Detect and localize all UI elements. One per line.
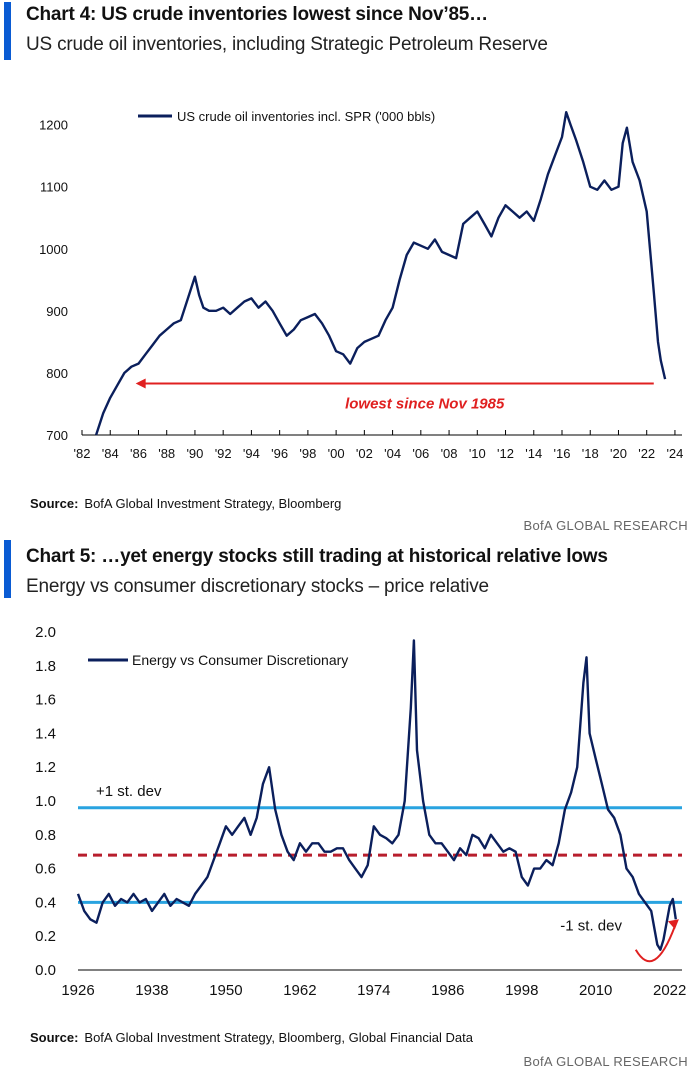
y-tick-label: 0.4 [35, 894, 56, 911]
x-tick-label: 1962 [283, 982, 316, 999]
y-tick-label: 800 [46, 366, 68, 381]
y-tick-label: 900 [46, 304, 68, 319]
reference-lines: +1 st. dev -1 st. dev [78, 783, 682, 934]
x-tick-label: '00 [328, 446, 345, 461]
chart-4-source: Source: BofA Global Investment Strategy, … [30, 496, 341, 511]
x-tick-label: 1986 [431, 982, 464, 999]
chart-4-plot: 700 800 900 1000 1100 1200 '82 '84 '86 '88 '90 '92… [39, 109, 683, 461]
x-tick-label: '02 [356, 446, 373, 461]
source-text: BofA Global Investment Strategy, Bloombe… [84, 496, 342, 511]
source-label: Source: [30, 496, 79, 511]
annotation-label: lowest since Nov 1985 [345, 395, 505, 412]
chart-4-subtitle: US crude oil inventories, including Stra… [26, 34, 548, 55]
chart-4-brand: BofA GLOBAL RESEARCH [523, 518, 688, 533]
x-tick-label: '18 [582, 446, 599, 461]
upturn-arrow-curve [634, 925, 676, 963]
x-tick-label: '22 [638, 446, 655, 461]
reference-line-label: -1 st. dev [560, 917, 622, 934]
x-tick-label: 1926 [61, 982, 94, 999]
chart-5-panel: Chart 5: …yet energy stocks still tradin… [0, 538, 698, 1076]
title-accent-bar [4, 2, 11, 60]
x-axis-ticks: '82 '84 '86 '88 '90 '92 '94 '96 '98 '00 '02 '04 '06 '… [74, 430, 683, 461]
y-tick-label: 1.2 [35, 759, 56, 776]
y-tick-label: 2.0 [35, 624, 56, 641]
x-tick-label: 1998 [505, 982, 538, 999]
x-tick-label: '82 [74, 446, 91, 461]
chart-5-plot: 0.00.20.40.60.81.01.21.41.61.82.0 1926 19… [35, 624, 686, 999]
x-tick-label: '24 [666, 446, 683, 461]
y-tick-label: 0.8 [35, 827, 56, 844]
x-tick-label: '16 [554, 446, 571, 461]
y-tick-label: 0.0 [35, 962, 56, 979]
chart-5-title: Chart 5: …yet energy stocks still tradin… [26, 546, 608, 567]
x-tick-label: 1974 [357, 982, 390, 999]
y-tick-label: 1.8 [35, 658, 56, 675]
x-tick-label: '06 [412, 446, 429, 461]
chart-5-source: Source: BofA Global Investment Strategy, … [30, 1030, 473, 1045]
y-tick-label: 1.0 [35, 793, 56, 810]
chart-4-panel: Chart 4: US crude inventories lowest sin… [4, 2, 688, 533]
legend-label: Energy vs Consumer Discretionary [132, 652, 348, 668]
x-tick-label: '04 [384, 446, 401, 461]
y-tick-label: 0.6 [35, 861, 56, 878]
upturn-arrow [634, 919, 679, 963]
x-tick-label: '14 [525, 446, 542, 461]
upturn-arrow-head [667, 919, 679, 930]
source-label: Source: [30, 1030, 79, 1045]
legend: Energy vs Consumer Discretionary [88, 652, 348, 668]
y-tick-label: 0.2 [35, 928, 56, 945]
y-tick-label: 1.6 [35, 692, 56, 709]
x-tick-label: '10 [469, 446, 486, 461]
x-tick-label: '86 [130, 446, 147, 461]
y-tick-label: 1100 [40, 180, 68, 195]
x-tick-label: '90 [186, 446, 203, 461]
lowest-annotation: lowest since Nov 1985 [135, 378, 654, 412]
series-line-inventories [94, 111, 667, 436]
x-tick-label: '92 [215, 446, 232, 461]
x-tick-label: 2010 [579, 982, 612, 999]
x-tick-label: '88 [158, 446, 175, 461]
chart-4-title: Chart 4: US crude inventories lowest sin… [26, 4, 488, 25]
chart-5-brand: BofA GLOBAL RESEARCH [523, 1054, 688, 1069]
reference-line-label: +1 st. dev [96, 783, 162, 800]
source-text: BofA Global Investment Strategy, Bloombe… [84, 1030, 473, 1045]
annotation-arrow-head [135, 378, 146, 389]
x-tick-label: 2022 [653, 982, 686, 999]
x-tick-label: '98 [299, 446, 316, 461]
y-tick-label: 700 [46, 428, 68, 443]
y-axis-ticks: 700 800 900 1000 1100 1200 [39, 118, 68, 443]
x-tick-label: '84 [102, 446, 119, 461]
series-line-energy-vs-discretionary [76, 639, 677, 951]
x-axis-ticks: 1926 1938 1950 1962 1974 1986 1998 2010 2022 [61, 982, 686, 999]
y-tick-label: 1200 [39, 118, 68, 133]
y-tick-label: 1000 [39, 242, 68, 257]
title-accent-bar [4, 540, 11, 598]
y-tick-label: 1.4 [35, 725, 56, 742]
x-tick-label: '12 [497, 446, 514, 461]
x-tick-label: 1950 [209, 982, 242, 999]
x-tick-label: '94 [243, 446, 260, 461]
x-tick-label: '20 [610, 446, 627, 461]
y-axis-ticks: 0.0 0.2 0.4 0.6 0.8 1.0 1.2 1.4 1.6 1.8 2.0 [35, 624, 56, 979]
chart-5-subtitle: Energy vs consumer discretionary stocks … [26, 576, 489, 597]
x-tick-label: '08 [441, 446, 458, 461]
x-tick-label: '96 [271, 446, 288, 461]
legend-label: US crude oil inventories incl. SPR ('000… [177, 109, 435, 124]
legend: US crude oil inventories incl. SPR ('000… [138, 109, 435, 124]
x-tick-label: 1938 [135, 982, 168, 999]
